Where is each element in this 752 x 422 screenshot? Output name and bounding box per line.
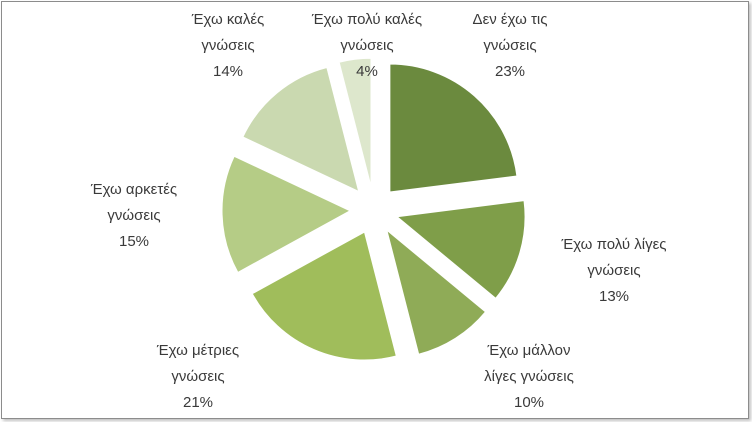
slice-label-3: Έχω μάλλον λίγες γνώσεις 10%	[484, 342, 574, 411]
slice-name-line: γνώσεις	[201, 37, 254, 54]
slice-percent-label: 15%	[119, 233, 149, 250]
pie-slices	[221, 57, 526, 361]
slice-name-line: Έχω μάλλον	[486, 342, 570, 359]
slice-name-line: Έχω καλές	[191, 11, 265, 28]
slice-label-2: Έχω πολύ λίγες γνώσεις 13%	[560, 236, 666, 305]
slice-labels: Δεν έχω τις γνώσεις 23% Έχω πολύ λίγες γνώσε…	[90, 11, 667, 411]
slice-2	[395, 200, 526, 299]
slice-percent-label: 23%	[495, 63, 525, 80]
slice-label-5: Έχω αρκετές γνώσεις 15%	[90, 181, 177, 250]
slice-name-line: γνώσεις	[340, 37, 393, 54]
slice-name-line: γνώσεις	[171, 368, 224, 385]
slice-name-line: γνώσεις	[587, 262, 640, 279]
slice-name-line: Έχω μέτριες	[156, 342, 239, 359]
slice-percent-label: 21%	[183, 394, 213, 411]
slice-7	[338, 57, 372, 187]
slice-percent-label: 4%	[356, 63, 378, 80]
slice-6	[242, 66, 360, 193]
slice-percent-label: 13%	[599, 288, 629, 305]
slice-name-line: γνώσεις	[107, 207, 160, 224]
slice-label-7: Έχω πολύ καλές γνώσεις 4%	[311, 11, 422, 80]
slice-label-1: Δεν έχω τις γνώσεις 23%	[473, 11, 548, 80]
slice-name-line: Έχω πολύ καλές	[311, 11, 422, 28]
slice-name-line: λίγες γνώσεις	[484, 368, 574, 385]
slice-label-4: Έχω μέτριες γνώσεις 21%	[156, 342, 239, 411]
slice-name-line: γνώσεις	[483, 37, 536, 54]
slice-name-line: Έχω αρκετές	[90, 181, 177, 198]
slice-label-6: Έχω καλές γνώσεις 14%	[191, 11, 265, 80]
slice-name-line: Δεν έχω τις	[473, 11, 548, 28]
slice-percent-label: 14%	[213, 63, 243, 80]
slice-name-line: Έχω πολύ λίγες	[560, 236, 666, 253]
slice-4	[251, 231, 397, 361]
slice-1	[389, 63, 518, 193]
slice-5	[221, 155, 352, 274]
slice-3	[385, 228, 487, 355]
slice-percent-label: 10%	[514, 394, 544, 411]
